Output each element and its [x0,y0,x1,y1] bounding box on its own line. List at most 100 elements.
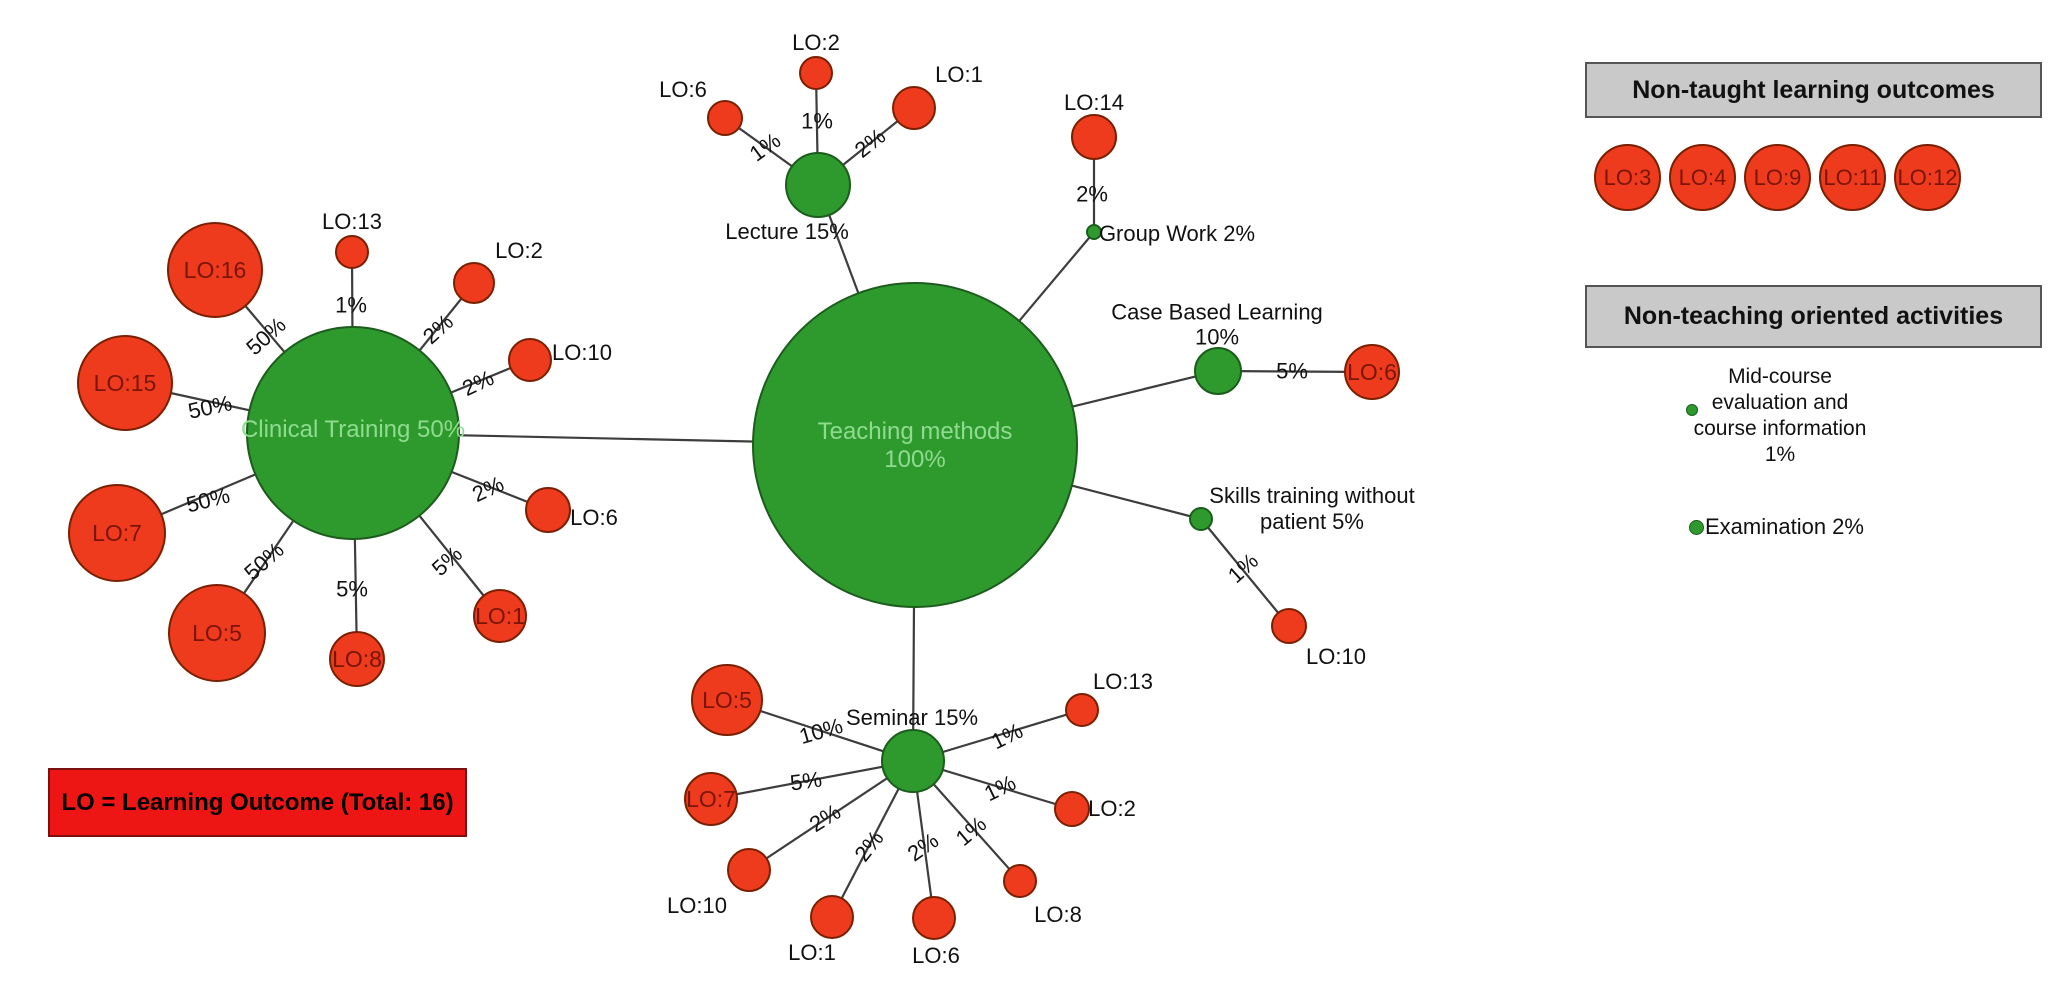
node-lecture [785,152,851,218]
node-group-work [1086,224,1102,240]
edge-label-lecture--lec-lo2: 1% [801,109,833,134]
label-lec-lo1: LO:1 [935,62,983,87]
label-st-lo10: LO:10 [1306,644,1366,669]
mid-course-line-2: evaluation and [1711,391,1849,414]
label-case-based-learning: Case Based Learning 10% [1111,299,1323,349]
node-case-based-learning [1194,347,1242,395]
label-teaching-methods: Teaching methods 100% [818,418,1013,473]
node-sem-lo7 [684,772,738,826]
mid-course-line-1: Mid-course [1728,365,1832,388]
edge-label-seminar--sem-lo2: 1% [980,770,1020,806]
node-ct-lo5 [168,584,266,682]
label-seminar: Seminar 15% [846,705,978,730]
edge-label-clinical-training--ct-lo13: 1% [335,293,367,318]
label-ct-lo2: LO:2 [495,238,543,263]
edge-label-clinical-training--ct-lo7: 50% [184,483,233,518]
label-lec-lo6: LO:6 [659,77,707,102]
node-ct-lo13 [335,235,369,269]
edge-label-case-based-learning--cbl-lo6: 5% [1276,359,1308,384]
label-cbl-lo6: LO:6 [1347,359,1397,385]
edge-label-clinical-training--ct-lo15: 50% [186,390,234,424]
edge-label-clinical-training--ct-lo1: 5% [427,541,467,581]
label-lec-lo2: LO:2 [792,30,840,55]
label-ct-lo6: LO:6 [570,505,618,530]
node-gw-lo14 [1071,114,1117,160]
node-sem-lo13 [1065,693,1099,727]
mid-course-evaluation-item: Mid-course evaluation and course informa… [1655,364,1905,468]
node-ct-lo7 [68,484,166,582]
edge-label-clinical-training--ct-lo5: 50% [239,537,288,585]
edge-label-seminar--sem-lo6: 2% [903,828,943,867]
node-ct-lo1 [473,589,527,643]
edge-label-lecture--lec-lo1: 2% [850,123,890,162]
edge-label-seminar--sem-lo10: 2% [805,799,845,837]
non-taught-outcomes-row: LO:3 LO:4 LO:9 LO:11 LO:12 [1594,144,1961,211]
label-sem-lo8: LO:8 [1034,902,1082,927]
examination-label: Examination 2% [1705,514,1864,539]
label-ct-lo13: LO:13 [322,209,382,234]
edge-label-clinical-training--ct-lo8: 5% [336,577,368,602]
edge-skills-training--st-lo10 [1200,518,1290,627]
node-skills-training [1189,507,1213,531]
edge-label-seminar--sem-lo1: 2% [849,826,888,866]
edge-label-seminar--sem-lo7: 5% [789,766,824,795]
node-ct-lo15 [77,335,173,431]
mid-course-bullet-dot-icon [1686,404,1698,416]
node-lec-lo1 [892,86,936,130]
mid-course-percent: 1% [1764,443,1796,466]
label-sem-lo5: LO:5 [702,687,752,713]
label-ct-lo1: LO:1 [475,603,525,629]
node-sem-lo10 [727,848,771,892]
non-taught-outcome-lo-12: LO:12 [1894,144,1961,211]
panel-header-non-taught-learning-outcomes: Non-taught learning outcomes [1585,62,2042,118]
node-lec-lo2 [799,56,833,90]
label-sem-lo2: LO:2 [1088,796,1136,821]
node-sem-lo5 [691,664,763,736]
node-sem-lo6 [912,896,956,940]
label-ct-lo16: LO:16 [184,257,247,283]
label-ct-lo5: LO:5 [192,620,242,646]
node-clinical-training [246,326,460,540]
non-taught-outcome-lo-9: LO:9 [1744,144,1811,211]
non-taught-outcome-lo-4: LO:4 [1669,144,1736,211]
node-seminar [881,729,945,793]
edge-label-clinical-training--ct-lo2: 2% [418,309,458,349]
label-ct-lo7: LO:7 [92,520,142,546]
edge-label-clinical-training--ct-lo10: 2% [458,365,497,401]
node-ct-lo10 [508,338,552,382]
label-sem-lo6: LO:6 [912,943,960,968]
edge-label-seminar--sem-lo5: 10% [796,713,845,749]
label-gw-lo14: LO:14 [1064,90,1124,115]
edge-seminar--sem-lo10 [748,760,914,871]
mid-course-line-3: course information [1693,417,1867,440]
label-sem-lo10: LO:10 [667,893,727,918]
node-sem-lo1 [810,895,854,939]
node-lec-lo6 [707,100,743,136]
edge-label-clinical-training--ct-lo6: 2% [468,471,507,507]
edge-seminar--sem-lo7 [710,759,914,801]
node-cbl-lo6 [1344,344,1400,400]
node-sem-lo2 [1054,791,1090,827]
node-ct-lo16 [167,222,263,318]
label-sem-lo7: LO:7 [686,786,736,812]
label-clinical-training: Clinical Training 50% [241,416,465,443]
node-st-lo10 [1271,608,1307,644]
label-ct-lo10: LO:10 [552,340,612,365]
panel-header-non-teaching-oriented-activities: Non-teaching oriented activities [1585,285,2042,348]
non-taught-outcome-lo-3: LO:3 [1594,144,1661,211]
label-lecture: Lecture 15% [725,219,849,244]
node-teaching-methods [752,282,1078,608]
node-ct-lo8 [329,631,385,687]
edge-label-seminar--sem-lo13: 1% [987,718,1027,754]
label-group-work: Group Work 2% [1099,221,1255,246]
edge-label-seminar--sem-lo8: 1% [951,811,991,851]
legend-box: LO = Learning Outcome (Total: 16) [48,768,467,837]
node-ct-lo2 [453,262,495,304]
label-skills-training: Skills training without patient 5% [1209,483,1414,534]
label-ct-lo15: LO:15 [94,370,157,396]
edge-label-group-work--gw-lo14: 2% [1076,182,1108,207]
examination-item: Examination 2% [1689,514,1864,540]
label-ct-lo8: LO:8 [332,646,382,672]
non-taught-outcome-lo-11: LO:11 [1819,144,1886,211]
